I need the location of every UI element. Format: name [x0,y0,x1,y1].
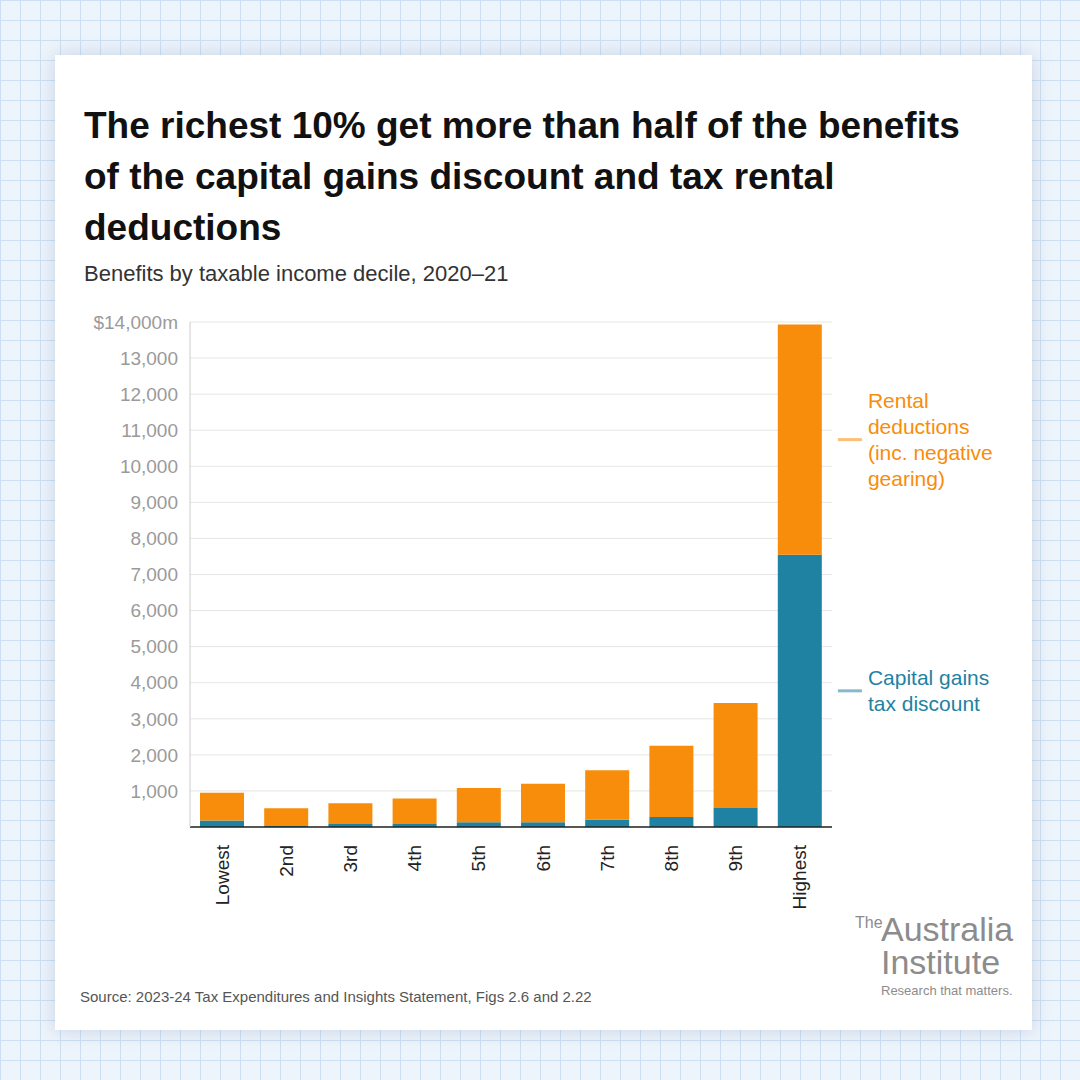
svg-text:11,000: 11,000 [121,420,178,441]
svg-text:1,000: 1,000 [130,781,178,802]
svg-text:Capital gains: Capital gains [868,666,989,689]
svg-text:13,000: 13,000 [120,348,178,369]
svg-text:5th: 5th [468,845,489,871]
html-text:Australia: Australia [881,910,1014,948]
svg-text:6,000: 6,000 [130,600,178,621]
svg-text:7,000: 7,000 [130,564,178,585]
svg-text:10,000: 10,000 [120,456,178,477]
html-text:The richest 10% get more than: The richest 10% get more than half of th… [84,105,960,248]
html-text:Research that matters.: Research that matters. [881,983,1013,998]
svg-text:8,000: 8,000 [130,528,178,549]
svg-text:4,000: 4,000 [130,672,178,693]
svg-text:tax discount: tax discount [868,692,980,715]
svg-text:(inc. negative: (inc. negative [868,441,993,464]
html-text:The: The [855,914,883,931]
svg-text:12,000: 12,000 [120,384,178,405]
svg-text:9th: 9th [725,845,746,871]
html-text:Source: 2023-24 Tax Expenditur: Source: 2023-24 Tax Expenditures and Ins… [80,988,592,1005]
svg-text:2,000: 2,000 [130,745,178,766]
svg-text:3rd: 3rd [340,845,361,872]
svg-text:5,000: 5,000 [130,636,178,657]
svg-text:8th: 8th [661,845,682,871]
svg-text:2nd: 2nd [276,845,297,877]
svg-text:3,000: 3,000 [130,709,178,730]
svg-text:4th: 4th [404,845,425,871]
svg-text:Rental: Rental [868,389,929,412]
svg-text:7th: 7th [597,845,618,871]
svg-text:Lowest: Lowest [212,844,233,905]
svg-text:9,000: 9,000 [130,492,178,513]
svg-text:Highest: Highest [789,844,810,909]
svg-text:$14,000m: $14,000m [93,312,178,333]
html-text:Benefits by taxable income dec: Benefits by taxable income decile, 2020–… [84,261,509,286]
svg-text:gearing): gearing) [868,467,945,490]
svg-text:deductions: deductions [868,415,970,438]
html-text:Institute: Institute [881,943,1001,981]
svg-text:6th: 6th [533,845,554,871]
